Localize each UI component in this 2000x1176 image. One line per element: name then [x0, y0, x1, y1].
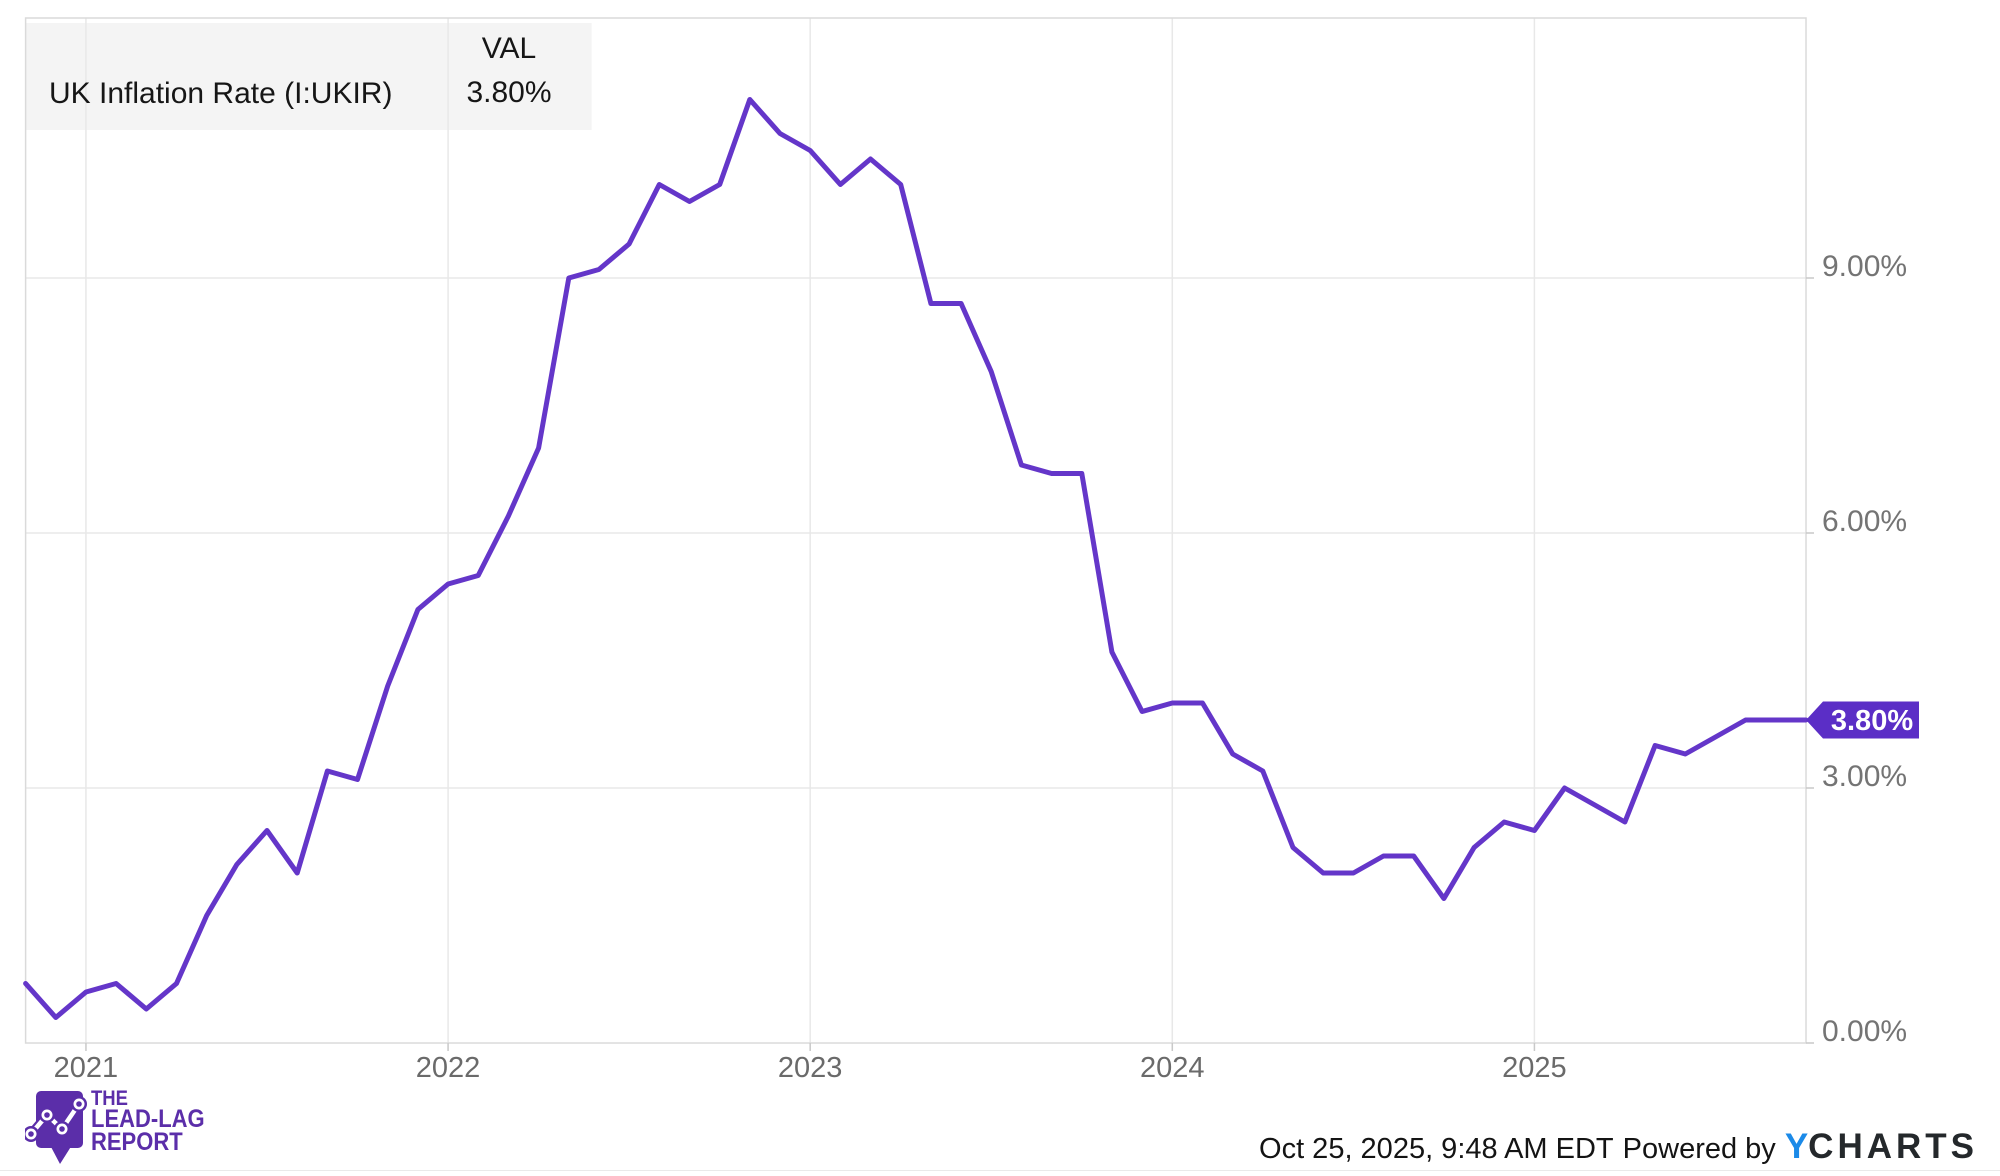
legend-current-value: 3.80%	[466, 76, 552, 109]
x-axis-label: 2024	[1140, 1052, 1205, 1084]
footer-timestamp: Oct 25, 2025, 9:48 AM EDT	[1259, 1133, 1614, 1165]
ycharts-logo-charts: CHARTS	[1808, 1127, 1978, 1166]
x-axis-label: 2021	[53, 1052, 119, 1084]
legend-value-header: VAL	[481, 32, 537, 65]
last-value-badge	[1806, 701, 1919, 739]
x-axis-label: 2023	[777, 1052, 843, 1084]
legend-background	[25, 23, 592, 130]
watermark-line-leadlag: LEAD-LAG	[91, 1105, 205, 1133]
legend-value-column: VAL 3.80%	[433, 23, 585, 111]
series-line	[23, 97, 1809, 1020]
y-axis-label: 6.00%	[1822, 505, 1908, 538]
footer: Oct 25, 2025, 9:48 AM EDT Powered by YCH…	[1259, 1127, 1978, 1167]
watermark-line-the: THE	[91, 1087, 128, 1110]
last-value-badge-label: 3.80%	[1831, 705, 1913, 737]
legend-series-name: UK Inflation Rate (I:UKIR)	[49, 77, 393, 110]
y-axis-label: 0.00%	[1822, 1015, 1908, 1048]
logo-chart-nodes	[25, 1096, 87, 1142]
legend: UK Inflation Rate (I:UKIR) VAL 3.80%	[25, 23, 592, 130]
y-axis-label: 9.00%	[1822, 250, 1908, 283]
plot-border	[24, 17, 1807, 1044]
ycharts-logo: YCHARTS	[1785, 1127, 1978, 1167]
bottom-divider	[0, 1170, 2000, 1171]
footer-powered-by: Powered by	[1622, 1133, 1776, 1165]
lead-lag-report-logo-icon	[25, 1091, 87, 1164]
y-axis-label: 3.00%	[1822, 760, 1908, 793]
watermark-line-report: REPORT	[91, 1128, 183, 1156]
ycharts-logo-y: Y	[1784, 1127, 1809, 1166]
x-axis-label: 2022	[415, 1052, 481, 1084]
x-axis-label: 2025	[1502, 1052, 1567, 1084]
